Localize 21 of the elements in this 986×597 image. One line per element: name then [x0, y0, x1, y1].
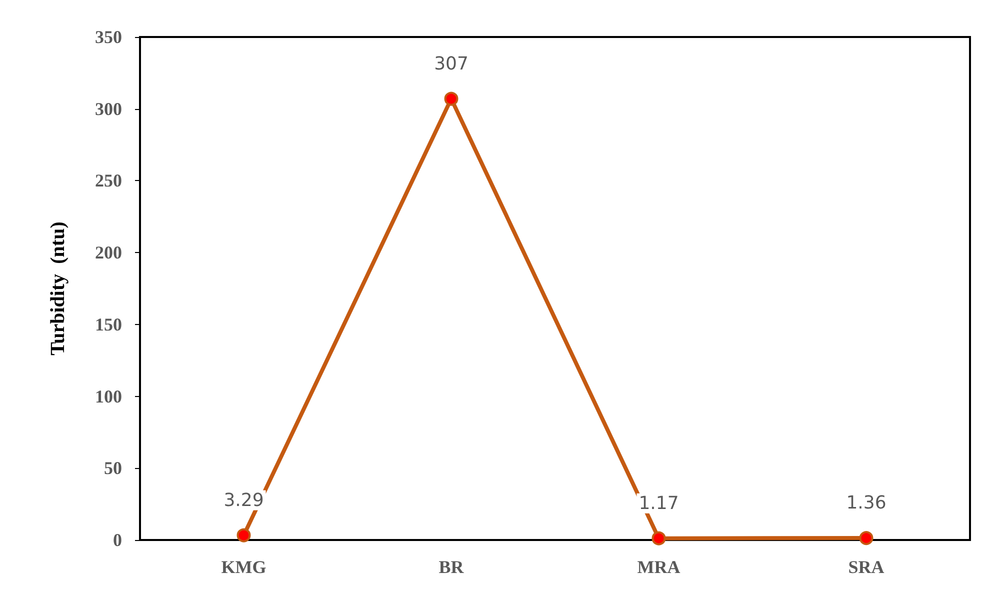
- data-label: 307: [434, 53, 468, 74]
- data-label: 3.29: [224, 490, 264, 511]
- x-tick-label: MRA: [637, 557, 680, 577]
- x-tick-label: BR: [438, 557, 465, 577]
- y-tick-label: 100: [95, 386, 122, 406]
- y-tick-label: 150: [95, 314, 122, 334]
- y-tick-label: 50: [104, 458, 122, 478]
- y-tick-label: 250: [95, 170, 122, 191]
- x-tick-label: KMG: [221, 557, 266, 577]
- data-label: 1.17: [638, 492, 679, 514]
- y-tick-label: 0: [113, 530, 122, 550]
- data-label: 1.36: [846, 492, 886, 514]
- y-tick-label: 200: [95, 242, 122, 263]
- y-axis-title: Turbidity (ntu): [47, 222, 69, 356]
- x-tick-label: SRA: [848, 557, 884, 577]
- point: [444, 92, 458, 106]
- point: [652, 531, 666, 546]
- point: [859, 531, 874, 546]
- point: [236, 528, 251, 542]
- y-tick-label: 350: [95, 27, 122, 47]
- y-tick-label: 300: [95, 98, 122, 119]
